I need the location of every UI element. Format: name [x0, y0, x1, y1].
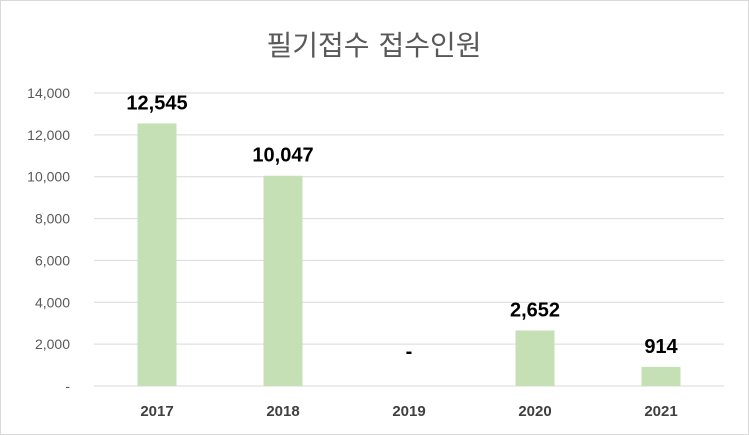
bar-2020 — [515, 330, 555, 386]
data-label-2018: 10,047 — [252, 145, 313, 167]
bars — [137, 123, 681, 386]
x-tick-label-2019: 2019 — [392, 403, 425, 420]
y-tick-label: 6,000 — [35, 252, 70, 268]
data-labels: 12,545 10,047 - 2,652 914 — [126, 92, 678, 363]
y-tick-label: 8,000 — [35, 211, 70, 227]
data-label-2021: 914 — [644, 336, 678, 358]
y-tick-label: 12,000 — [27, 127, 70, 143]
x-tick-label-2017: 2017 — [140, 403, 173, 420]
y-axis-ticks: - 2,000 4,000 6,000 8,000 10,000 12,000 14,000 — [27, 85, 70, 394]
bar-2017 — [137, 123, 177, 386]
data-label-2017: 12,545 — [126, 92, 187, 114]
x-tick-label-2020: 2020 — [518, 403, 551, 420]
bar-2018 — [263, 175, 303, 386]
data-label-2019: - — [406, 341, 413, 363]
gridlines — [94, 92, 724, 387]
data-label-2020: 2,652 — [510, 299, 560, 321]
y-tick-label: 2,000 — [35, 336, 70, 352]
y-tick-label: - — [65, 378, 70, 394]
chart-title: 필기접수 접수인원 — [267, 29, 482, 62]
y-tick-label: 10,000 — [27, 169, 70, 185]
bar-2021 — [641, 366, 681, 386]
x-axis-ticks: 2017 2018 2019 2020 2021 — [140, 403, 677, 420]
y-tick-label: 14,000 — [27, 85, 70, 101]
y-tick-label: 4,000 — [35, 294, 70, 310]
x-tick-label-2021: 2021 — [644, 403, 677, 420]
x-tick-label-2018: 2018 — [266, 403, 299, 420]
